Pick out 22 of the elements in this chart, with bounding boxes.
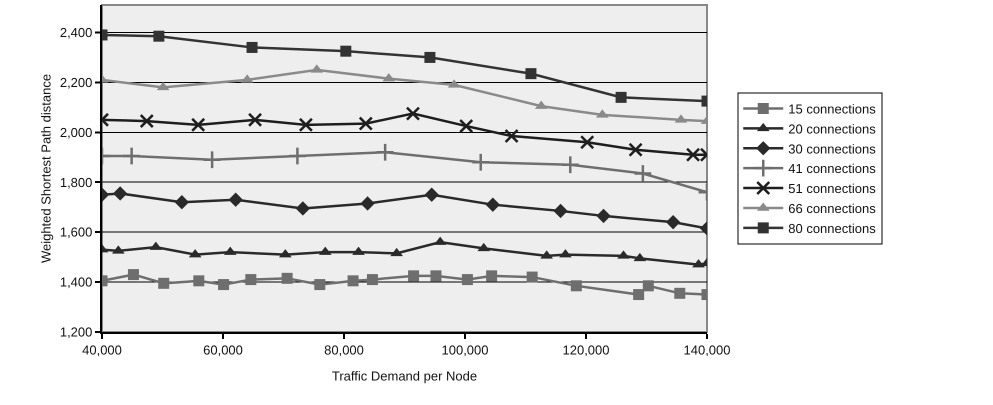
y-tick-label: 2,200 [60, 74, 92, 90]
x-tick-label: 140,000 [684, 342, 730, 358]
y-tick-label: 2,000 [60, 124, 92, 140]
y-axis-title: Weighted Shortest Path distance [38, 74, 54, 264]
y-tick-label: 1,400 [60, 274, 92, 290]
legend-label: 51 connections [788, 181, 876, 196]
legend-label: 15 connections [788, 102, 876, 117]
x-tick-label: 60,000 [203, 342, 243, 358]
x-axis-title: Traffic Demand per Node [332, 368, 478, 384]
legend-label: 30 connections [788, 141, 876, 156]
y-tick-label: 1,800 [60, 174, 92, 190]
legend-label: 66 connections [788, 201, 876, 216]
legend-label: 80 connections [788, 220, 876, 236]
y-tick-label: 2,400 [60, 25, 92, 40]
y-tick-label: 1,200 [60, 324, 92, 340]
x-tick-label: 100,000 [442, 342, 488, 358]
x-tick-label: 120,000 [562, 342, 610, 358]
x-tick-label: 80,000 [324, 342, 364, 358]
y-tick-label: 1,600 [60, 224, 92, 240]
legend-label: 20 connections [788, 121, 876, 136]
x-tick-label: 40,000 [82, 342, 122, 358]
legend-label: 41 connections [788, 161, 876, 176]
